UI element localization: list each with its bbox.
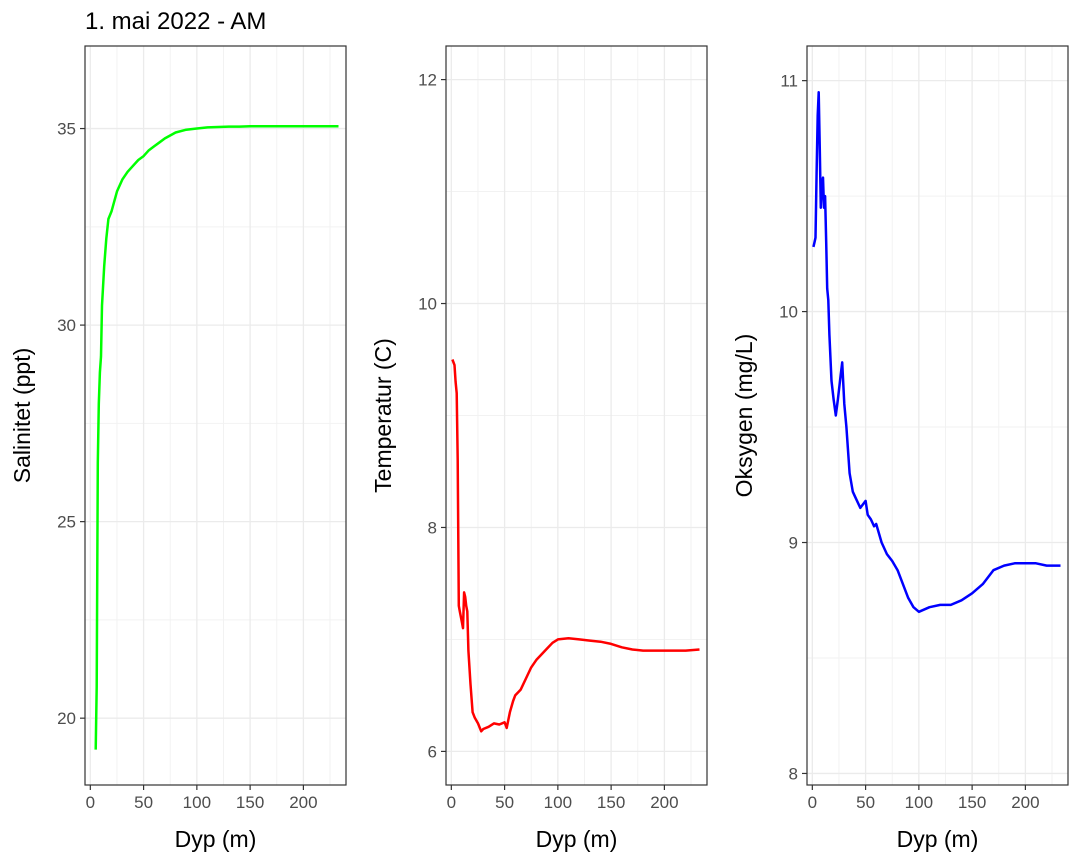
x-tick-label: 50 bbox=[856, 793, 875, 812]
y-tick-label: 10 bbox=[779, 303, 798, 322]
x-tick-label: 50 bbox=[495, 793, 514, 812]
x-tick-label: 200 bbox=[650, 793, 678, 812]
x-tick-label: 0 bbox=[808, 793, 817, 812]
x-tick-label: 0 bbox=[86, 793, 95, 812]
x-axis-title: Dyp (m) bbox=[175, 826, 257, 852]
x-tick-label: 0 bbox=[447, 793, 456, 812]
y-tick-label: 8 bbox=[789, 764, 798, 783]
y-tick-label: 10 bbox=[418, 295, 437, 314]
x-axis-title: Dyp (m) bbox=[536, 826, 618, 852]
y-tick-label: 8 bbox=[428, 518, 437, 537]
y-tick-label: 6 bbox=[428, 742, 437, 761]
y-axis-title: Temperatur (C) bbox=[370, 338, 396, 493]
panel-border-2 bbox=[445, 45, 708, 786]
x-tick-label: 100 bbox=[905, 793, 933, 812]
y-tick-label: 20 bbox=[57, 709, 76, 728]
series-line-2 bbox=[451, 359, 700, 733]
y-tick-label: 30 bbox=[57, 316, 76, 335]
y-tick-label: 25 bbox=[57, 513, 76, 532]
series-line-3 bbox=[812, 90, 1061, 614]
x-tick-label: 100 bbox=[544, 793, 572, 812]
x-tick-label: 150 bbox=[236, 793, 264, 812]
x-tick-label: 50 bbox=[134, 793, 153, 812]
y-tick-label: 35 bbox=[57, 120, 76, 139]
x-tick-label: 200 bbox=[289, 793, 317, 812]
chart-title: 1. mai 2022 - AM bbox=[85, 8, 267, 35]
y-tick-label: 9 bbox=[789, 534, 798, 553]
y-tick-label: 11 bbox=[780, 72, 798, 91]
panel-border-3 bbox=[806, 45, 1069, 786]
y-tick-label: 12 bbox=[418, 71, 437, 90]
x-tick-label: 150 bbox=[597, 793, 625, 812]
x-tick-label: 100 bbox=[183, 793, 211, 812]
x-tick-label: 200 bbox=[1011, 793, 1039, 812]
x-tick-label: 150 bbox=[958, 793, 986, 812]
x-axis-title: Dyp (m) bbox=[897, 826, 979, 852]
series-line-1 bbox=[94, 124, 339, 750]
panel-border-1 bbox=[84, 45, 347, 786]
y-axis-title: Oksygen (mg/L) bbox=[731, 334, 757, 498]
y-axis-title: Salinitet (ppt) bbox=[9, 348, 35, 484]
